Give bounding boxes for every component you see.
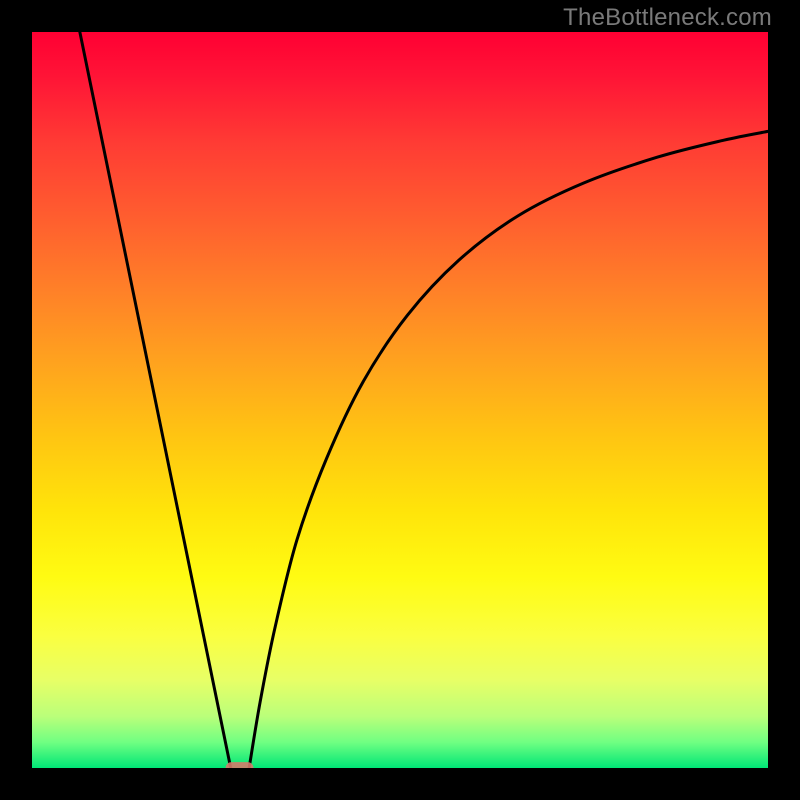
plot-svg (32, 32, 768, 768)
watermark-text: TheBottleneck.com (563, 4, 772, 32)
trough-marker (226, 762, 254, 768)
curve-left-branch (80, 32, 231, 768)
plot-area (32, 32, 768, 768)
curve-right-branch (249, 131, 768, 768)
